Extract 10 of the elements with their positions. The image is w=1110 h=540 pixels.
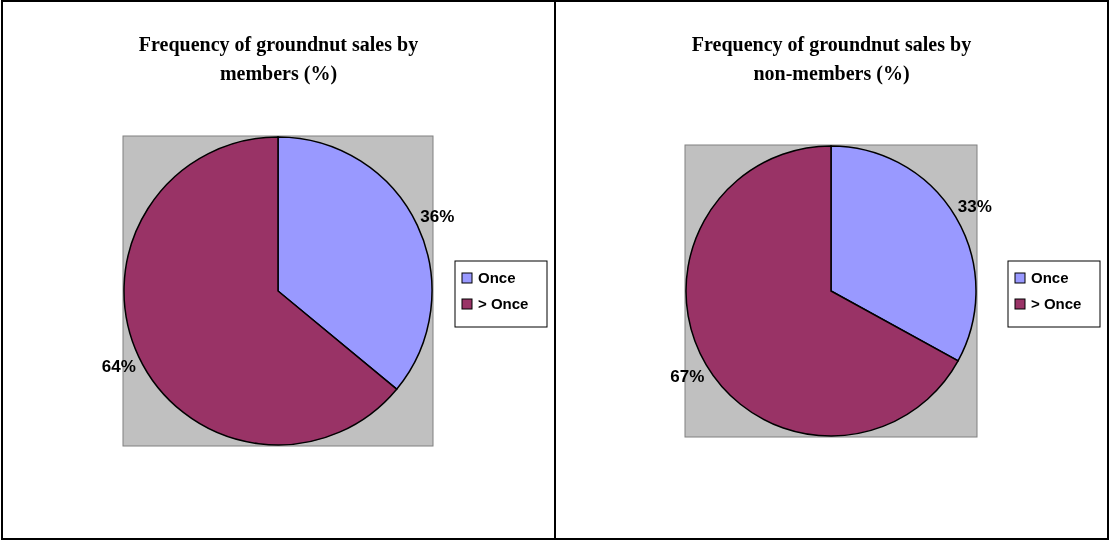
data-label: 33% xyxy=(957,196,992,216)
legend-label: > Once xyxy=(478,295,529,312)
data-label: 64% xyxy=(101,356,136,376)
chart-title: Frequency of groundnut sales by members (%) xyxy=(138,33,419,85)
legend-label: > Once xyxy=(1031,295,1082,312)
legend-label: Once xyxy=(478,269,516,286)
data-label: 67% xyxy=(670,367,705,387)
legend-label: Once xyxy=(1031,269,1069,286)
data-label: 36% xyxy=(420,207,455,227)
chart-title: Frequency of groundnut sales by non-members (%) xyxy=(691,33,972,85)
